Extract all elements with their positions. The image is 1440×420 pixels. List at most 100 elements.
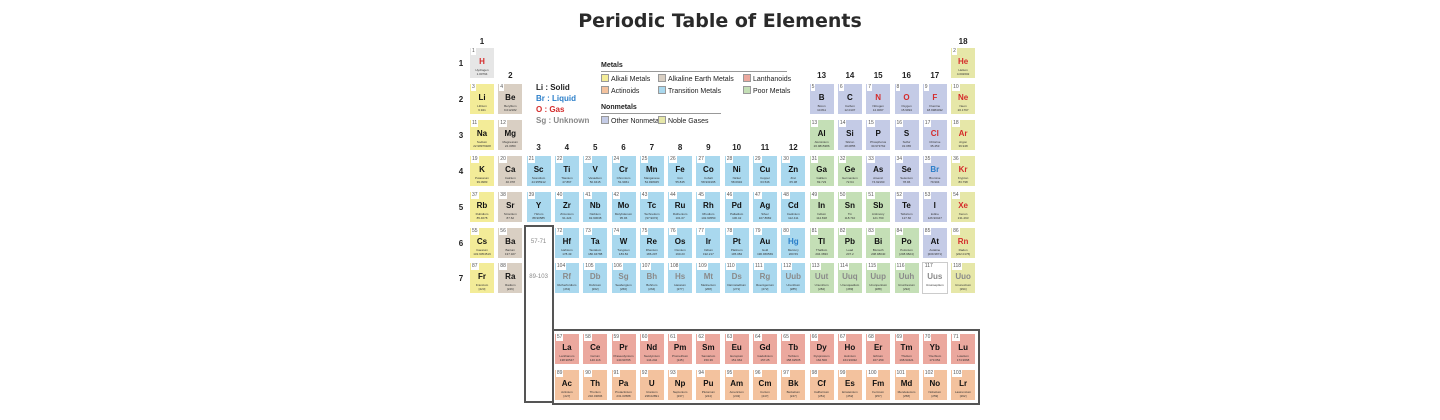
element-cell: 82 Pb Lead 207.2	[836, 227, 863, 259]
group-number: 8	[677, 143, 683, 152]
element-cell: 106 Sg Seaborgium [266]	[610, 262, 637, 294]
atomic-number: 7	[867, 84, 872, 91]
atomic-mass: [292]	[903, 287, 910, 291]
atomic-mass: 32.065	[901, 144, 912, 148]
legend-label: Actinoids	[611, 88, 640, 95]
element-cell: 53 I Iodine 126.90447	[921, 191, 948, 223]
element-cell: 38 Sr Strontium 87.62	[497, 191, 524, 223]
atomic-number: 116	[895, 263, 906, 270]
element-symbol: Mg	[504, 129, 517, 138]
element-symbol: Uuo	[955, 272, 971, 281]
atomic-number: 8	[895, 84, 901, 91]
atomic-number: 74	[612, 228, 621, 235]
atomic-mass: [289]	[846, 287, 854, 291]
atomic-mass: 79.904	[930, 180, 940, 184]
atomic-mass: 24.3050	[504, 144, 516, 148]
legend-rule	[601, 113, 721, 114]
atomic-number: 18	[952, 120, 960, 127]
legend-rule	[601, 71, 787, 72]
element-symbol: Fe	[675, 165, 685, 174]
atomic-number: 45	[697, 192, 705, 199]
element-name: Ununquadium	[840, 283, 860, 287]
atomic-mass: 26.9815386	[813, 144, 830, 148]
legend-label: Poor Metals	[753, 88, 791, 95]
atomic-number: 23	[584, 156, 592, 163]
atomic-mass: 231.03588	[616, 394, 631, 398]
legend-swatch	[601, 116, 609, 124]
group-number: 11	[760, 143, 770, 152]
atomic-number: 28	[725, 156, 734, 163]
legend-swatch	[601, 86, 609, 94]
element-symbol: Ds	[731, 272, 742, 281]
element-symbol: Sr	[506, 201, 515, 210]
atomic-mass: 195.084	[731, 252, 743, 256]
element-name: Silver	[761, 212, 769, 216]
element-name: Ununhexium	[898, 283, 915, 287]
element-symbol: Es	[844, 379, 855, 388]
atomic-number: 59	[612, 334, 621, 341]
element-name: Nickel	[732, 176, 741, 180]
atomic-mass: 238.02891	[644, 394, 659, 398]
atomic-number: 70	[923, 334, 932, 341]
element-cell: 39 Y Yttrium 88.90585	[525, 191, 552, 223]
atomic-number: 81	[810, 228, 819, 235]
element-symbol: Ru	[674, 201, 686, 210]
element-symbol: Y	[535, 201, 542, 210]
element-cell: 25 Mn Manganese 54.938045	[638, 155, 665, 187]
element-cell: 65 Tb Terbium 158.92535	[780, 333, 807, 365]
element-cell: 101 Md Mendelevium [258]	[893, 369, 920, 401]
element-cell: 20 Ca Calcium 40.078	[497, 155, 524, 187]
atomic-number: 117	[923, 263, 934, 270]
element-cell: 43 Tc Technetium [97.9072]	[638, 191, 665, 223]
element-symbol: O	[903, 93, 910, 102]
atomic-mass: 192.217	[702, 252, 714, 256]
fblock-frame	[552, 329, 980, 405]
element-cell: 4 Be Beryllium 9.012182	[497, 83, 524, 115]
element-cell: 70 Yb Ytterbium 173.054	[921, 333, 948, 365]
element-cell: 78 Pt Platinum 195.084	[723, 227, 750, 259]
fblock-connector	[524, 225, 526, 403]
element-symbol: Rg	[759, 272, 771, 281]
group-number: 7	[649, 143, 655, 152]
legend-item: Alkaline Earth Metals	[658, 74, 734, 83]
element-symbol: Po	[901, 237, 912, 246]
atomic-mass: 6.941	[478, 108, 486, 112]
element-symbol: Dy	[816, 343, 827, 352]
element-name: Cobalt	[704, 176, 713, 180]
atomic-mass: [261]	[563, 287, 571, 291]
atomic-number: 24	[612, 156, 621, 163]
element-cell: 80 Hg Mercury 200.59	[780, 227, 807, 259]
element-name: Holmium	[843, 354, 856, 358]
element-cell: 60 Nd Neodymium 144.242	[638, 333, 665, 365]
atomic-mass: 140.116	[589, 358, 601, 362]
element-name: Caesium	[476, 248, 488, 252]
atomic-mass: 1.00794	[476, 72, 488, 76]
atomic-number: 26	[669, 156, 677, 163]
legend-swatch	[658, 116, 666, 124]
element-name: Hafnium	[561, 248, 573, 252]
atomic-mass: 107.8682	[758, 216, 772, 220]
element-cell: 44 Ru Ruthenium 101.07	[667, 191, 694, 223]
element-symbol: Cr	[619, 165, 628, 174]
atomic-mass: [271]	[733, 287, 741, 291]
atomic-number: 67	[838, 334, 847, 341]
element-symbol: Cu	[759, 165, 771, 174]
atomic-number: 12	[499, 120, 507, 127]
period-number: 4	[458, 167, 464, 176]
group-number: 6	[621, 143, 626, 152]
element-name: Fermium	[872, 390, 885, 394]
element-cell: 57 La Lanthanum 138.90547	[553, 333, 580, 365]
atomic-mass: [266]	[620, 287, 627, 291]
group-number: 10	[732, 143, 742, 152]
atomic-number: 94	[697, 370, 705, 377]
element-cell: 83 Bi Bismuth 208.98040	[865, 227, 892, 259]
atomic-mass: [145]	[676, 358, 684, 362]
atomic-mass: 65.38	[789, 180, 798, 184]
element-name: Thulium	[901, 354, 912, 358]
atomic-number: 47	[754, 192, 762, 199]
atomic-number: 88	[499, 263, 507, 270]
element-symbol: Eu	[731, 343, 742, 352]
element-name: Dysprosium	[813, 354, 830, 358]
element-name: Sulfur	[902, 140, 911, 144]
element-symbol: N	[875, 93, 882, 102]
